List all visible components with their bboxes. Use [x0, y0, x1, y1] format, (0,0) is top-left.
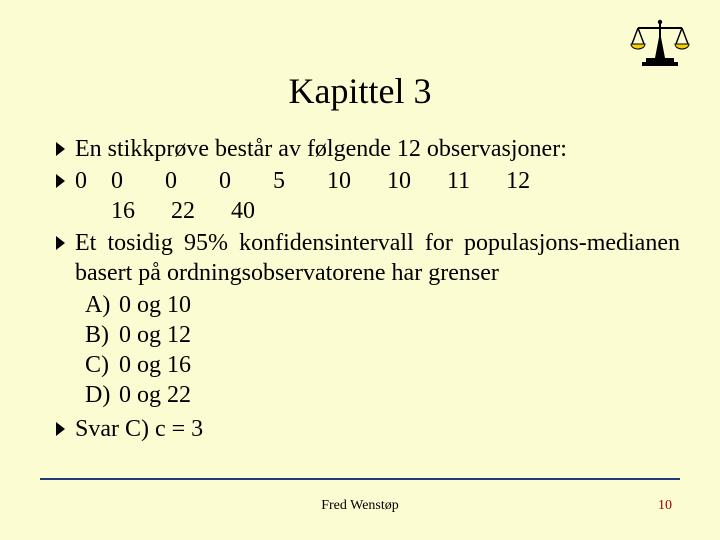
observations-line-2: 16 22 40: [75, 198, 255, 224]
bullet-marker-icon: [55, 235, 67, 256]
footer-author: Fred Wenstøp: [0, 498, 720, 514]
option-d: D) 0 og 22: [85, 380, 680, 410]
option-a-text: 0 og 10: [119, 290, 191, 320]
observations-line-1: 0 0 0 0 5 10 10 11 12: [75, 168, 530, 194]
bullet-marker-icon: [55, 141, 67, 162]
option-b: B) 0 og 12: [85, 320, 680, 350]
bullet-marker-icon: [55, 421, 67, 442]
answer-text: Svar C) c = 3: [75, 414, 680, 444]
bullet-3: Et tosidig 95% konfidensintervall for po…: [55, 228, 680, 288]
option-b-text: 0 og 12: [119, 320, 191, 350]
option-c-label: C): [85, 350, 119, 380]
slide-container: Kapittel 3 En stikkprøve består av følge…: [0, 0, 720, 540]
bullet-answer: Svar C) c = 3: [55, 414, 680, 444]
scales-icon: [628, 18, 692, 77]
bullet-1-text: En stikkprøve består av følgende 12 obse…: [75, 134, 680, 164]
bullet-3-text: Et tosidig 95% konfidensintervall for po…: [75, 228, 680, 288]
option-a: A) 0 og 10: [85, 290, 680, 320]
option-b-label: B): [85, 320, 119, 350]
bullet-1: En stikkprøve består av følgende 12 obse…: [55, 134, 680, 164]
footer-divider: [40, 478, 680, 480]
bullet-2: 0 0 0 0 5 10 10 11 12 16 22 40: [55, 166, 680, 226]
option-c: C) 0 og 16: [85, 350, 680, 380]
option-a-label: A): [85, 290, 119, 320]
option-d-label: D): [85, 380, 119, 410]
options-list: A) 0 og 10 B) 0 og 12 C) 0 og 16 D) 0 og…: [55, 290, 680, 410]
option-d-text: 0 og 22: [119, 380, 191, 410]
footer-page-number: 10: [658, 498, 672, 514]
slide-title: Kapittel 3: [0, 0, 720, 124]
option-c-text: 0 og 16: [119, 350, 191, 380]
bullet-marker-icon: [55, 173, 67, 194]
slide-body: En stikkprøve består av følgende 12 obse…: [0, 124, 720, 444]
observations: 0 0 0 0 5 10 10 11 12 16 22 40: [75, 166, 680, 226]
